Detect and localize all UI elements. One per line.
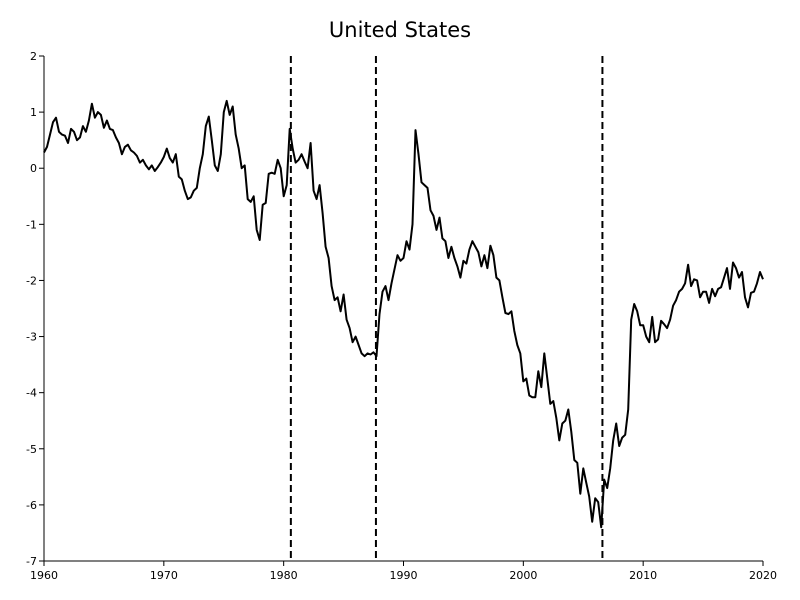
x-tick-label: 1980 xyxy=(270,569,298,582)
y-tick-label: -4 xyxy=(26,387,37,400)
y-tick-label: -7 xyxy=(26,555,37,568)
y-tick-label: 1 xyxy=(30,106,37,119)
y-tick-label: -2 xyxy=(26,274,37,287)
vertical-reference-lines xyxy=(289,56,604,561)
y-tick-label: 0 xyxy=(30,162,37,175)
y-tick-label: -5 xyxy=(26,443,37,456)
x-tick-label: 1990 xyxy=(390,569,418,582)
x-tick-label: 1970 xyxy=(150,569,178,582)
y-tick-label: -3 xyxy=(26,331,37,344)
chart-title: United States xyxy=(329,18,471,42)
series-line xyxy=(43,99,764,529)
x-tick-label: 2000 xyxy=(509,569,537,582)
y-tick-label: 2 xyxy=(30,50,37,63)
y-tick-label: -1 xyxy=(26,218,37,231)
x-tick-label: 2010 xyxy=(629,569,657,582)
x-tick-label: 1960 xyxy=(30,569,58,582)
x-tick-label: 2020 xyxy=(749,569,777,582)
series-group xyxy=(43,99,764,529)
y-tick-label: -6 xyxy=(26,499,37,512)
